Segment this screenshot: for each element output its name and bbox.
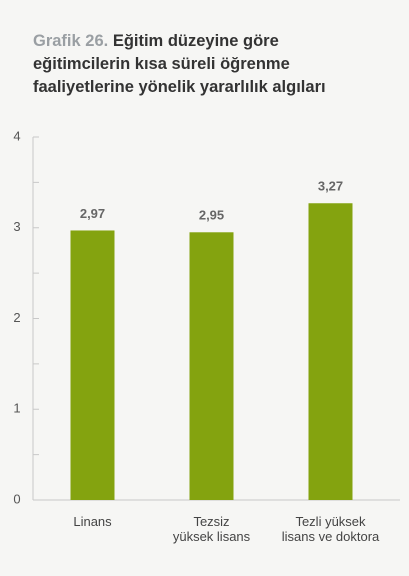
- chart-title: Grafik 26. Eğitim düzeyine göre eğitimci…: [33, 30, 368, 99]
- bar: [189, 232, 234, 500]
- x-tick-label: Tezsiz yüksek lisans: [172, 514, 251, 544]
- bar: [70, 230, 115, 500]
- y-tick-label: 1: [13, 401, 20, 416]
- bar: [308, 203, 353, 500]
- y-tick-label: 0: [13, 491, 20, 506]
- value-label: 2,97: [80, 206, 105, 221]
- x-tick-label: Tezli yüksek lisans ve doktora: [281, 514, 380, 544]
- y-tick-label: 4: [13, 128, 20, 143]
- x-tick-label: Linans: [73, 514, 112, 529]
- title-text: Eğitim düzeyine göre eğitimcilerin kısa …: [33, 32, 326, 96]
- value-label: 3,27: [318, 179, 343, 194]
- y-tick-label: 2: [13, 310, 20, 325]
- y-tick-label: 3: [13, 219, 20, 234]
- title-prefix: Grafik 26.: [33, 32, 109, 50]
- value-label: 2,95: [199, 208, 224, 223]
